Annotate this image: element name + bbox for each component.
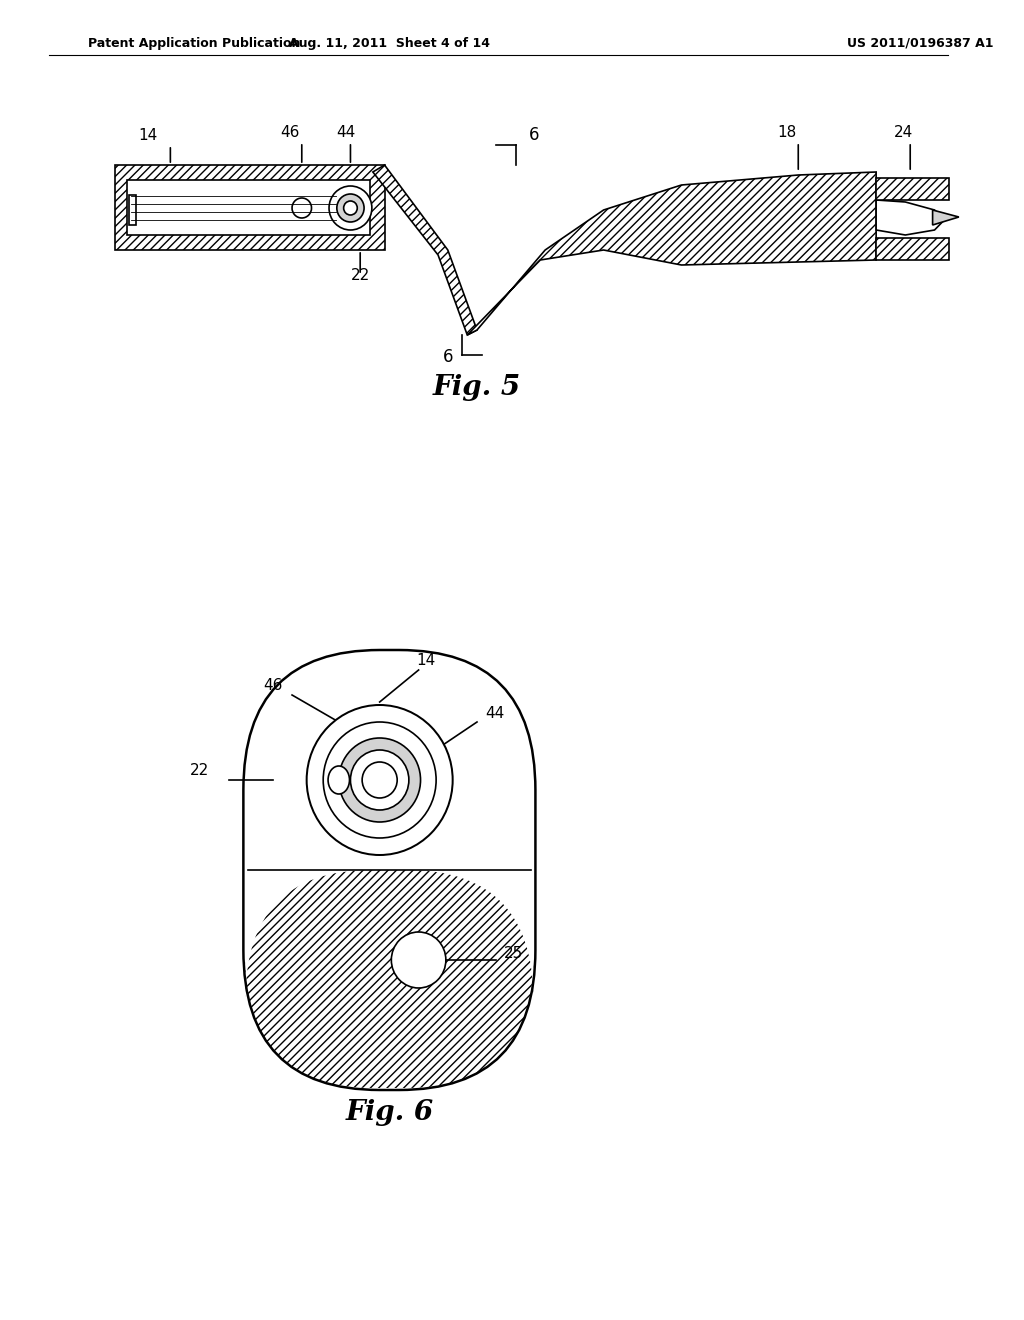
Polygon shape <box>373 165 477 335</box>
Circle shape <box>344 201 357 215</box>
Bar <box>877 178 949 201</box>
Polygon shape <box>933 210 958 224</box>
Bar <box>877 238 949 260</box>
Bar <box>128 195 136 224</box>
Text: Aug. 11, 2011  Sheet 4 of 14: Aug. 11, 2011 Sheet 4 of 14 <box>289 37 489 50</box>
Circle shape <box>350 750 409 810</box>
Text: 22: 22 <box>189 763 209 777</box>
Text: 14: 14 <box>138 128 158 143</box>
Text: 14: 14 <box>417 653 436 668</box>
Bar <box>877 178 949 201</box>
FancyBboxPatch shape <box>115 165 385 249</box>
Text: 44: 44 <box>336 125 355 140</box>
Text: 6: 6 <box>528 125 539 144</box>
Bar <box>127 180 370 235</box>
Text: 22: 22 <box>350 268 370 282</box>
Bar <box>115 165 385 249</box>
FancyBboxPatch shape <box>244 649 536 1090</box>
Text: 46: 46 <box>263 678 283 693</box>
Text: 18: 18 <box>777 125 797 140</box>
Circle shape <box>339 738 421 822</box>
Circle shape <box>306 705 453 855</box>
Polygon shape <box>877 201 944 235</box>
Bar <box>877 238 949 260</box>
Circle shape <box>391 932 445 987</box>
Text: Fig. 5: Fig. 5 <box>433 374 521 401</box>
Text: Patent Application Publication: Patent Application Publication <box>88 37 300 50</box>
Text: US 2011/0196387 A1: US 2011/0196387 A1 <box>847 37 993 50</box>
Polygon shape <box>467 172 877 335</box>
Text: 44: 44 <box>484 706 504 721</box>
Text: 6: 6 <box>442 348 453 366</box>
Circle shape <box>292 198 311 218</box>
Circle shape <box>324 722 436 838</box>
Ellipse shape <box>328 766 349 795</box>
Text: Fig. 6: Fig. 6 <box>345 1100 433 1126</box>
Text: 24: 24 <box>894 125 913 140</box>
Circle shape <box>329 186 372 230</box>
Circle shape <box>362 762 397 799</box>
Text: 25: 25 <box>504 946 523 961</box>
Text: 46: 46 <box>281 125 300 140</box>
Circle shape <box>337 194 365 222</box>
